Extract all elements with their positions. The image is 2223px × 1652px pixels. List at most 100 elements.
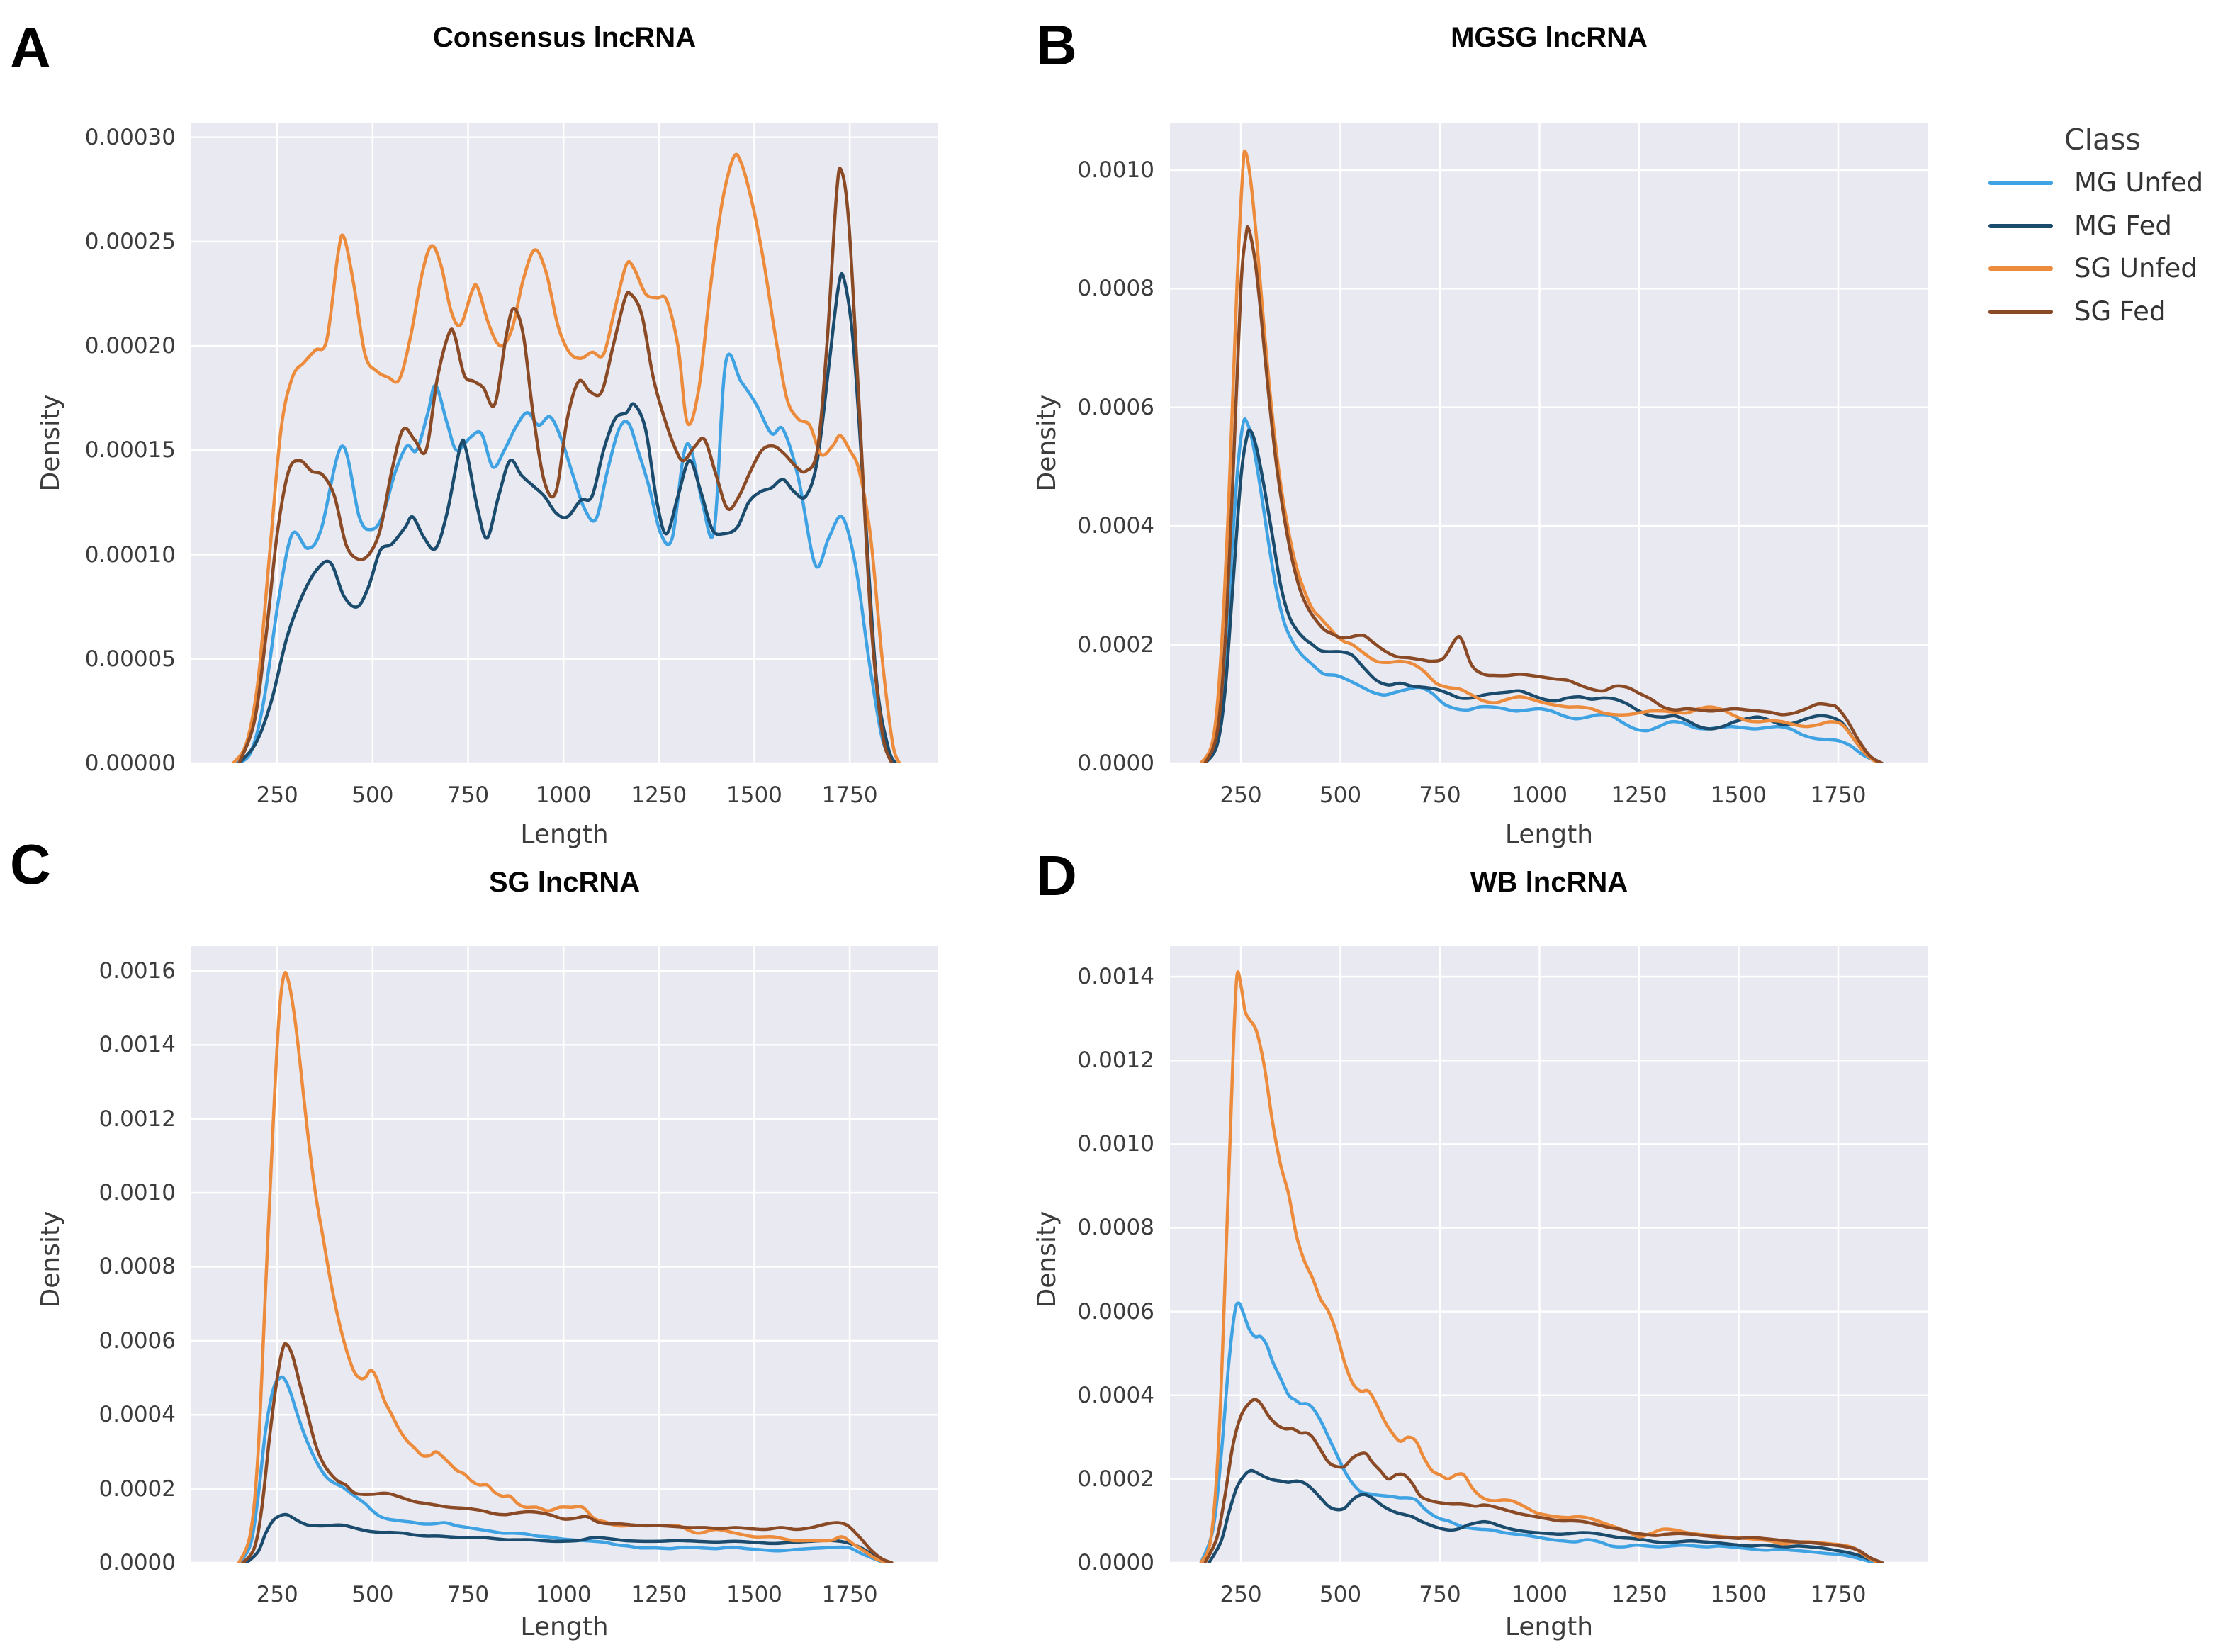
legend-entry-mg-fed: MG Fed (1977, 205, 2223, 247)
panel-title: Consensus lncRNA (432, 22, 697, 53)
y-tick-label: 0.00000 (84, 751, 176, 776)
y-tick-label: 0.0010 (99, 1180, 176, 1206)
y-tick-label: 0.00005 (84, 646, 176, 672)
y-tick-label: 0.0014 (99, 1032, 176, 1058)
plot-area (1170, 123, 1928, 763)
kde-curve-sg-fed (1203, 1398, 1884, 1563)
y-tick-label: 0.0006 (1077, 1298, 1154, 1325)
y-tick-label: 0.00015 (84, 437, 176, 463)
kde-curve-sg-fed (241, 1342, 894, 1563)
x-tick-label: 250 (1220, 782, 1262, 808)
panel-letter-b: B (1036, 13, 1077, 77)
kde-curve-sg-unfed (237, 970, 890, 1563)
legend-label: SG Fed (2074, 296, 2166, 327)
kde-curve-mg-fed (1203, 428, 1880, 763)
legend-line-swatch (1988, 181, 2053, 185)
kde-curve-mg-fed (244, 1512, 890, 1563)
x-axis-label: Length (1504, 1612, 1594, 1641)
x-tick-label: 1250 (1611, 782, 1667, 808)
x-tick-label: 1000 (1512, 782, 1568, 808)
kde-curve-mg-fed (237, 271, 898, 763)
panel-title: SG lncRNA (488, 867, 641, 898)
kde-curve-sg-unfed (231, 152, 901, 763)
x-axis-label: Length (520, 820, 609, 849)
x-tick-label: 500 (1319, 1582, 1362, 1607)
y-tick-label: 0.0000 (1077, 1550, 1154, 1575)
legend-label: MG Fed (2074, 210, 2172, 241)
legend-line-swatch (1988, 223, 2053, 228)
y-tick-label: 0.0014 (1077, 964, 1154, 990)
x-tick-label: 1500 (726, 782, 782, 808)
y-tick-label: 0.0004 (1077, 1382, 1154, 1408)
y-tick-label: 0.0008 (1077, 1215, 1154, 1241)
x-axis-label: Length (520, 1612, 609, 1641)
legend-title: Class (2064, 123, 2141, 157)
legend-entry-sg-unfed: SG Unfed (1977, 247, 2223, 290)
y-tick-label: 0.00020 (84, 333, 176, 359)
x-tick-label: 1250 (1611, 1582, 1667, 1607)
y-tick-label: 0.0002 (99, 1476, 176, 1502)
y-tick-label: 0.0002 (1077, 1466, 1154, 1492)
y-tick-label: 0.0012 (1077, 1047, 1154, 1074)
panel-title: MGSG lncRNA (1451, 22, 1648, 53)
legend-entry-sg-fed: SG Fed (1977, 291, 2223, 333)
y-tick-label: 0.0000 (99, 1550, 176, 1575)
y-tick-label: 0.00025 (84, 228, 176, 254)
x-tick-label: 250 (256, 782, 298, 808)
x-tick-label: 1750 (1810, 782, 1867, 808)
plot-area (1170, 946, 1928, 1563)
x-tick-label: 1000 (535, 782, 592, 808)
legend-line-swatch (1988, 309, 2053, 314)
y-tick-label: 0.0008 (1077, 276, 1154, 302)
plot-area (191, 123, 938, 763)
y-tick-label: 0.0010 (1077, 157, 1154, 183)
legend-line-swatch (1988, 266, 2053, 271)
x-tick-label: 1500 (1711, 1582, 1767, 1607)
kde-curve-mg-unfed (237, 1375, 886, 1563)
kde-curve-sg-fed (1203, 225, 1884, 763)
x-tick-label: 500 (351, 1582, 394, 1607)
y-tick-label: 0.00030 (84, 124, 176, 150)
plot-background (1170, 946, 1928, 1563)
y-tick-label: 0.0006 (1077, 394, 1154, 420)
kde-curve-mg-unfed (1199, 417, 1884, 763)
y-tick-label: 0.0016 (99, 957, 176, 984)
y-tick-label: 0.0010 (1077, 1131, 1154, 1157)
y-tick-label: 0.0000 (1077, 751, 1154, 776)
x-tick-label: 1000 (535, 1582, 592, 1607)
x-tick-label: 750 (1419, 1582, 1461, 1607)
x-tick-label: 1250 (631, 1582, 687, 1607)
x-tick-label: 1750 (821, 1582, 878, 1607)
kde-curve-mg-fed (1207, 1468, 1884, 1563)
x-tick-label: 1500 (726, 1582, 782, 1607)
x-tick-label: 500 (1319, 782, 1362, 808)
x-tick-label: 750 (446, 1582, 490, 1607)
legend-label: SG Unfed (2074, 253, 2197, 283)
y-tick-label: 0.0012 (99, 1106, 176, 1132)
x-tick-label: 500 (351, 782, 394, 808)
y-tick-label: 0.0006 (99, 1327, 176, 1354)
legend-entry-mg-unfed: MG Unfed (1977, 162, 2223, 204)
kde-curve-sg-fed (237, 167, 894, 763)
y-axis-label: Density (1032, 1210, 1062, 1308)
x-axis-label: Length (1504, 820, 1594, 849)
y-tick-label: 0.0008 (99, 1254, 176, 1280)
x-tick-label: 1000 (1512, 1582, 1568, 1607)
y-tick-label: 0.0004 (99, 1402, 176, 1428)
kde-curve-mg-unfed (233, 352, 896, 763)
plot-area (191, 946, 938, 1563)
x-tick-label: 1750 (1810, 1582, 1867, 1607)
x-tick-label: 250 (1220, 1582, 1262, 1607)
plot-background (191, 946, 938, 1563)
x-tick-label: 750 (1419, 782, 1461, 808)
kde-curve-sg-unfed (1199, 149, 1880, 763)
y-tick-label: 0.0002 (1077, 631, 1154, 658)
panel-title: WB lncRNA (1470, 867, 1628, 898)
y-tick-label: 0.0004 (1077, 513, 1154, 539)
plot-background (1170, 123, 1928, 763)
panel-letter-d: D (1036, 844, 1077, 907)
legend-label: MG Unfed (2074, 167, 2204, 198)
x-tick-label: 250 (256, 1582, 298, 1607)
x-tick-label: 750 (446, 782, 490, 808)
